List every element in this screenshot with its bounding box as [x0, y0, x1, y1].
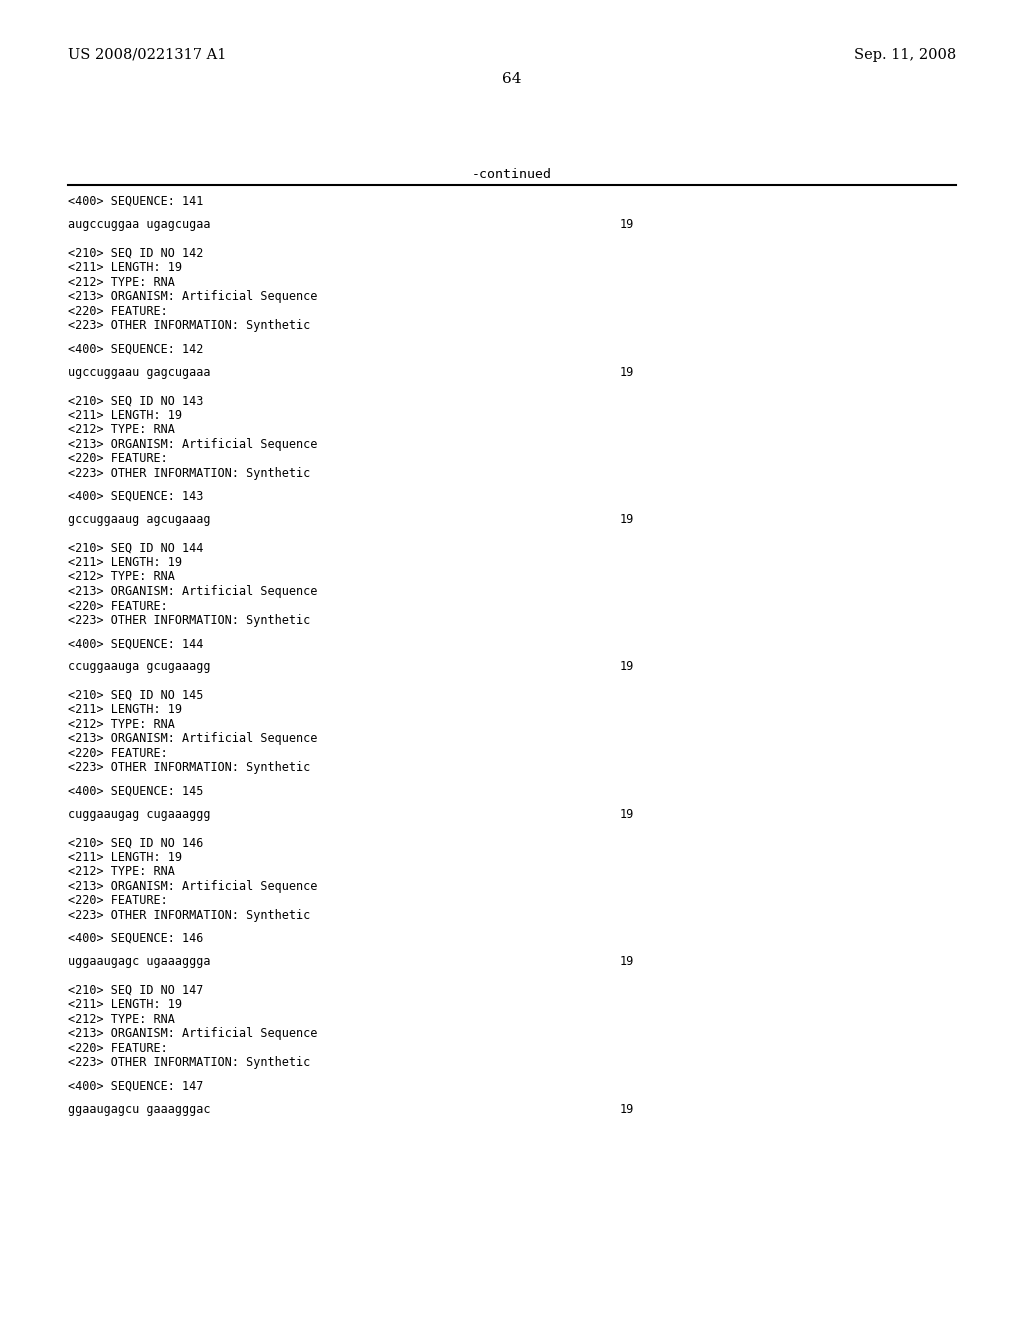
Text: ugccuggaau gagcugaaa: ugccuggaau gagcugaaa	[68, 366, 211, 379]
Text: <400> SEQUENCE: 147: <400> SEQUENCE: 147	[68, 1080, 204, 1093]
Text: <213> ORGANISM: Artificial Sequence: <213> ORGANISM: Artificial Sequence	[68, 733, 317, 746]
Text: 19: 19	[620, 513, 634, 525]
Text: <210> SEQ ID NO 142: <210> SEQ ID NO 142	[68, 247, 204, 260]
Text: <213> ORGANISM: Artificial Sequence: <213> ORGANISM: Artificial Sequence	[68, 290, 317, 304]
Text: <211> LENGTH: 19: <211> LENGTH: 19	[68, 556, 182, 569]
Text: 19: 19	[620, 366, 634, 379]
Text: <223> OTHER INFORMATION: Synthetic: <223> OTHER INFORMATION: Synthetic	[68, 614, 310, 627]
Text: <223> OTHER INFORMATION: Synthetic: <223> OTHER INFORMATION: Synthetic	[68, 762, 310, 775]
Text: ccuggaauga gcugaaagg: ccuggaauga gcugaaagg	[68, 660, 211, 673]
Text: 19: 19	[620, 1102, 634, 1115]
Text: augccuggaa ugagcugaa: augccuggaa ugagcugaa	[68, 218, 211, 231]
Text: gccuggaaug agcugaaag: gccuggaaug agcugaaag	[68, 513, 211, 525]
Text: <211> LENGTH: 19: <211> LENGTH: 19	[68, 704, 182, 717]
Text: -continued: -continued	[472, 168, 552, 181]
Text: US 2008/0221317 A1: US 2008/0221317 A1	[68, 48, 226, 62]
Text: <223> OTHER INFORMATION: Synthetic: <223> OTHER INFORMATION: Synthetic	[68, 908, 310, 921]
Text: <211> LENGTH: 19: <211> LENGTH: 19	[68, 409, 182, 421]
Text: <212> TYPE: RNA: <212> TYPE: RNA	[68, 1012, 175, 1026]
Text: <212> TYPE: RNA: <212> TYPE: RNA	[68, 276, 175, 289]
Text: <223> OTHER INFORMATION: Synthetic: <223> OTHER INFORMATION: Synthetic	[68, 466, 310, 479]
Text: <400> SEQUENCE: 141: <400> SEQUENCE: 141	[68, 195, 204, 209]
Text: <210> SEQ ID NO 144: <210> SEQ ID NO 144	[68, 541, 204, 554]
Text: <400> SEQUENCE: 142: <400> SEQUENCE: 142	[68, 342, 204, 355]
Text: 64: 64	[502, 73, 522, 86]
Text: <212> TYPE: RNA: <212> TYPE: RNA	[68, 718, 175, 731]
Text: <212> TYPE: RNA: <212> TYPE: RNA	[68, 424, 175, 436]
Text: <210> SEQ ID NO 146: <210> SEQ ID NO 146	[68, 837, 204, 849]
Text: <220> FEATURE:: <220> FEATURE:	[68, 747, 168, 760]
Text: 19: 19	[620, 660, 634, 673]
Text: 19: 19	[620, 956, 634, 968]
Text: <400> SEQUENCE: 144: <400> SEQUENCE: 144	[68, 638, 204, 651]
Text: <400> SEQUENCE: 146: <400> SEQUENCE: 146	[68, 932, 204, 945]
Text: <210> SEQ ID NO 143: <210> SEQ ID NO 143	[68, 395, 204, 407]
Text: <210> SEQ ID NO 145: <210> SEQ ID NO 145	[68, 689, 204, 702]
Text: <223> OTHER INFORMATION: Synthetic: <223> OTHER INFORMATION: Synthetic	[68, 319, 310, 333]
Text: <220> FEATURE:: <220> FEATURE:	[68, 305, 168, 318]
Text: <213> ORGANISM: Artificial Sequence: <213> ORGANISM: Artificial Sequence	[68, 438, 317, 450]
Text: <220> FEATURE:: <220> FEATURE:	[68, 599, 168, 612]
Text: ggaaugagcu gaaagggac: ggaaugagcu gaaagggac	[68, 1102, 211, 1115]
Text: <211> LENGTH: 19: <211> LENGTH: 19	[68, 261, 182, 275]
Text: <220> FEATURE:: <220> FEATURE:	[68, 1041, 168, 1055]
Text: <211> LENGTH: 19: <211> LENGTH: 19	[68, 851, 182, 863]
Text: <220> FEATURE:: <220> FEATURE:	[68, 451, 168, 465]
Text: <213> ORGANISM: Artificial Sequence: <213> ORGANISM: Artificial Sequence	[68, 1027, 317, 1040]
Text: uggaaugagc ugaaaggga: uggaaugagc ugaaaggga	[68, 956, 211, 968]
Text: <213> ORGANISM: Artificial Sequence: <213> ORGANISM: Artificial Sequence	[68, 880, 317, 892]
Text: <223> OTHER INFORMATION: Synthetic: <223> OTHER INFORMATION: Synthetic	[68, 1056, 310, 1069]
Text: <210> SEQ ID NO 147: <210> SEQ ID NO 147	[68, 983, 204, 997]
Text: cuggaaugag cugaaaggg: cuggaaugag cugaaaggg	[68, 808, 211, 821]
Text: <212> TYPE: RNA: <212> TYPE: RNA	[68, 570, 175, 583]
Text: <211> LENGTH: 19: <211> LENGTH: 19	[68, 998, 182, 1011]
Text: <400> SEQUENCE: 145: <400> SEQUENCE: 145	[68, 784, 204, 797]
Text: <400> SEQUENCE: 143: <400> SEQUENCE: 143	[68, 490, 204, 503]
Text: 19: 19	[620, 218, 634, 231]
Text: 19: 19	[620, 808, 634, 821]
Text: Sep. 11, 2008: Sep. 11, 2008	[854, 48, 956, 62]
Text: <212> TYPE: RNA: <212> TYPE: RNA	[68, 866, 175, 878]
Text: <213> ORGANISM: Artificial Sequence: <213> ORGANISM: Artificial Sequence	[68, 585, 317, 598]
Text: <220> FEATURE:: <220> FEATURE:	[68, 895, 168, 907]
